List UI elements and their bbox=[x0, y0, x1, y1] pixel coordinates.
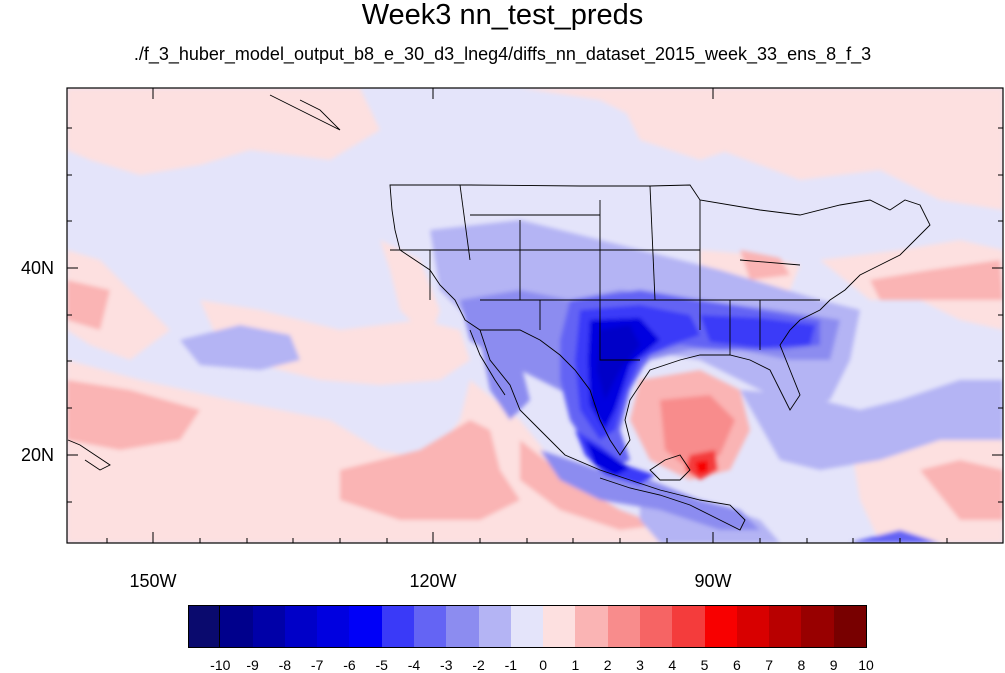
colorbar-box bbox=[833, 605, 867, 648]
colorbar-label: 9 bbox=[829, 657, 838, 673]
colorbar-label: 4 bbox=[668, 657, 677, 673]
coastlines-and-borders bbox=[67, 94, 931, 531]
colorbar-box bbox=[769, 605, 803, 648]
colorbar-label: -7 bbox=[310, 657, 324, 673]
colorbar-box bbox=[188, 605, 221, 648]
colorbar-label: 2 bbox=[603, 657, 612, 673]
colorbar-box bbox=[446, 605, 480, 648]
colorbar-label: 6 bbox=[732, 657, 741, 673]
colorbar-box bbox=[510, 605, 545, 648]
colorbar-box bbox=[801, 605, 835, 648]
colorbar-box bbox=[543, 605, 577, 648]
lat-label-20n: 20N bbox=[20, 445, 54, 465]
lon-label-150w: 150W bbox=[129, 571, 177, 591]
colorbar-box bbox=[672, 605, 706, 648]
colorbar-label: 10 bbox=[858, 657, 874, 673]
colorbar-box bbox=[381, 605, 415, 648]
colorbar-box bbox=[414, 605, 448, 648]
colorbar-label: -1 bbox=[504, 657, 518, 673]
colorbar-label: -2 bbox=[472, 657, 485, 673]
lat-label-40n: 40N bbox=[20, 258, 54, 278]
colorbar-box bbox=[252, 605, 286, 648]
colorbar-box bbox=[704, 605, 738, 648]
colorbar-label: -9 bbox=[246, 657, 259, 673]
colorbar-box bbox=[640, 605, 674, 648]
plot-title: Week3 nn_test_preds bbox=[361, 0, 644, 31]
plot-subtitle: ./f_3_huber_model_output_b8_e_30_d3_lneg… bbox=[133, 44, 872, 64]
colorbar-box bbox=[317, 605, 351, 648]
field-layer bbox=[67, 88, 1003, 543]
colorbar-box bbox=[736, 605, 771, 648]
colorbar-label: -10 bbox=[210, 657, 231, 673]
map-panel bbox=[66, 87, 1004, 544]
lon-label-120w: 120W bbox=[409, 571, 457, 591]
colorbar-label: -8 bbox=[278, 657, 292, 673]
colorbar bbox=[188, 605, 867, 648]
axis-ticks bbox=[67, 88, 1003, 543]
colorbar-box bbox=[478, 605, 512, 648]
colorbar-label: -5 bbox=[375, 657, 388, 673]
lon-label-90w: 90W bbox=[694, 571, 732, 591]
colorbar-label: 0 bbox=[539, 657, 548, 673]
colorbar-label: -6 bbox=[343, 657, 356, 673]
colorbar-label: -3 bbox=[440, 657, 453, 673]
colorbar-label: 7 bbox=[765, 657, 774, 673]
anomaly-shapes bbox=[67, 88, 1003, 543]
colorbar-label: -4 bbox=[407, 657, 421, 673]
colorbar-label: 1 bbox=[571, 657, 580, 673]
colorbar-box bbox=[607, 605, 641, 648]
colorbar-label: 5 bbox=[700, 657, 709, 673]
colorbar-box bbox=[349, 605, 383, 648]
colorbar-box bbox=[220, 605, 254, 648]
colorbar-box bbox=[284, 605, 319, 648]
colorbar-box bbox=[575, 605, 609, 648]
colorbar-label: 8 bbox=[797, 657, 806, 673]
colorbar-label: 3 bbox=[636, 657, 644, 673]
